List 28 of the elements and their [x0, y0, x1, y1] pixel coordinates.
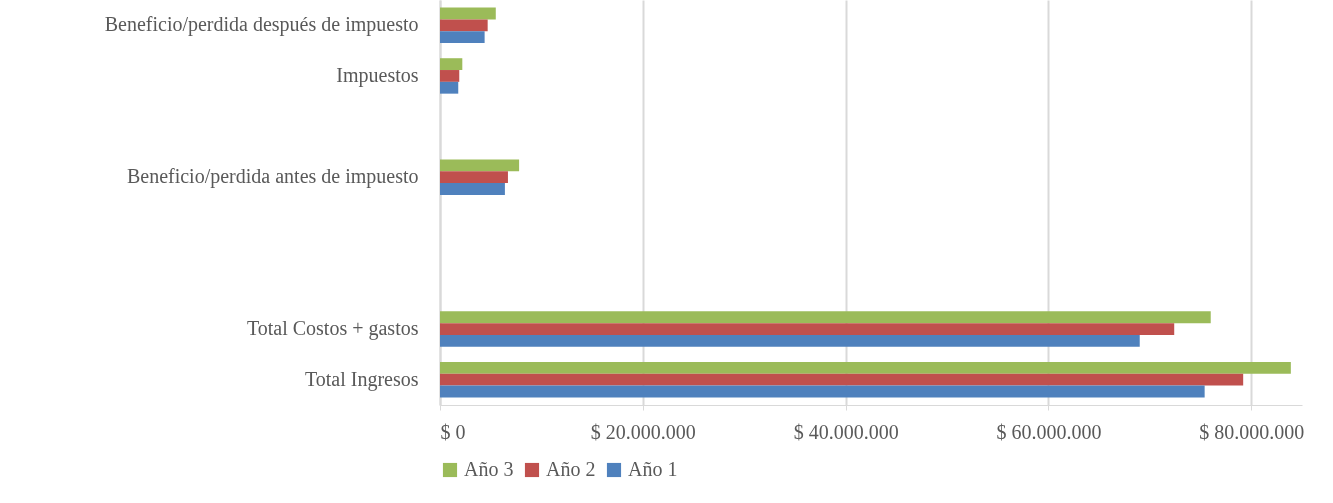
bar	[440, 171, 508, 184]
bar	[440, 373, 1244, 386]
y-tick-label: Beneficio/perdida después de impuesto	[104, 13, 419, 37]
bar	[440, 159, 520, 172]
legend-label: Año 2	[546, 458, 596, 480]
bar	[440, 81, 459, 94]
x-tick-label: $ 20.000.000	[590, 420, 696, 443]
x-tick-label: $ 0	[440, 420, 466, 443]
bar	[440, 334, 1140, 347]
bar	[440, 58, 463, 71]
bar	[440, 70, 460, 82]
x-tick-label: $ 80.000.000	[1199, 420, 1305, 443]
x-tick-label: $ 40.000.000	[793, 420, 899, 443]
legend-label: Año 1	[628, 458, 678, 480]
bar	[440, 7, 496, 20]
bar	[440, 311, 1211, 324]
y-tick-label: Impuestos	[336, 63, 419, 87]
bar	[440, 183, 505, 195]
bar	[440, 19, 488, 32]
y-tick-label: Total Costos + gastos	[246, 317, 419, 341]
bar	[440, 385, 1205, 398]
legend-label: Año 3	[464, 458, 514, 480]
bar	[440, 323, 1175, 335]
x-tick-label: $ 60.000.000	[996, 420, 1102, 443]
bar	[440, 31, 485, 44]
y-tick-label: Total Ingresos	[304, 367, 419, 391]
bar	[440, 361, 1291, 374]
y-tick-label: Beneficio/perdida antes de impuesto	[126, 165, 419, 189]
